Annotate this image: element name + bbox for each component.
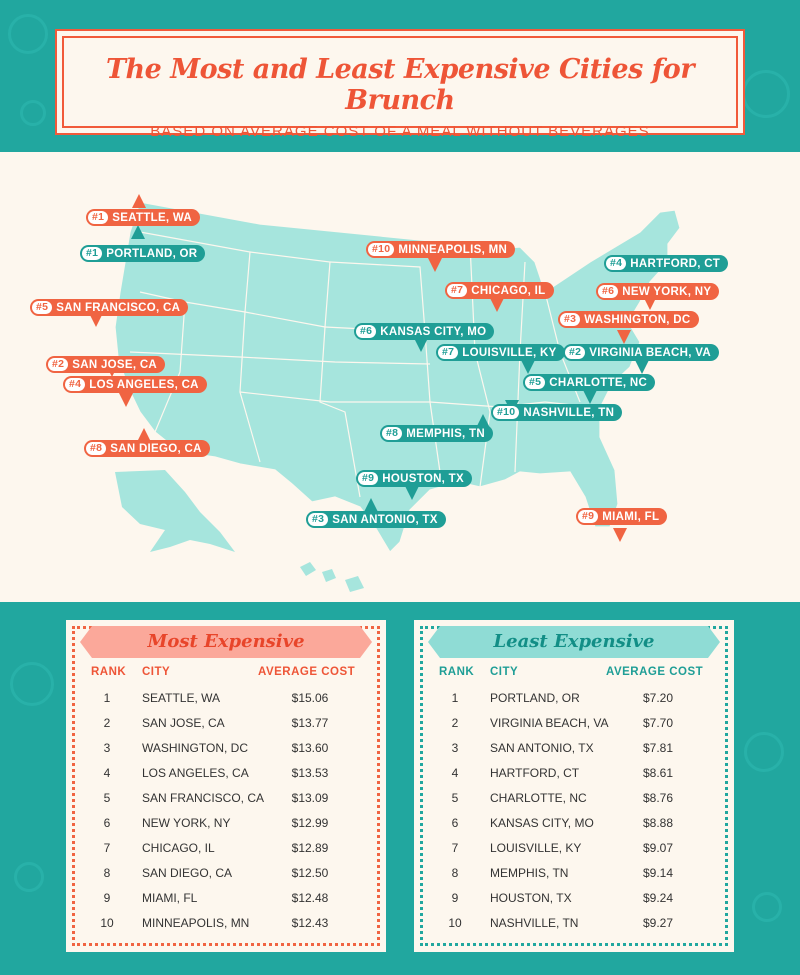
pin-marker bbox=[137, 428, 151, 442]
city-header: CITY bbox=[490, 666, 519, 678]
hawaii-shape bbox=[300, 562, 364, 592]
pin-minneapolis[interactable]: #10 MINNEAPOLIS, MN bbox=[366, 241, 516, 258]
most-expensive-heading: Most Expensive bbox=[80, 626, 372, 658]
pin-marker bbox=[613, 528, 627, 542]
pin-marker bbox=[414, 338, 428, 352]
pin-marker bbox=[476, 414, 490, 428]
pin-los-angeles[interactable]: #4 LOS ANGELES, CA bbox=[63, 376, 207, 393]
table-row: 3 SAN ANTONIO, TX $7.81 bbox=[451, 741, 674, 755]
pin-marker bbox=[364, 498, 378, 512]
pin-san-diego[interactable]: #8 SAN DIEGO, CA bbox=[84, 440, 210, 457]
table-row: 7 LOUISVILLE, KY $9.07 bbox=[451, 841, 674, 855]
pin-louisville[interactable]: #7 LOUISVILLE, KY bbox=[436, 344, 565, 361]
alaska-shape bbox=[115, 470, 235, 552]
rank-header: RANK bbox=[439, 666, 475, 678]
table-row: 2 SAN JOSE, CA $13.77 bbox=[103, 716, 329, 730]
pin-marker bbox=[132, 194, 146, 208]
table-row: 2 VIRGINIA BEACH, VA $7.70 bbox=[451, 716, 674, 730]
doodle-plate-icon bbox=[8, 14, 48, 54]
pin-kansas-city[interactable]: #6 KANSAS CITY, MO bbox=[354, 323, 495, 340]
pin-marker bbox=[131, 225, 145, 239]
table-row: 6 KANSAS CITY, MO $8.88 bbox=[451, 816, 674, 830]
table-row: 5 CHARLOTTE, NC $8.76 bbox=[451, 791, 674, 805]
pin-san-antonio[interactable]: #3 SAN ANTONIO, TX bbox=[306, 511, 446, 528]
page-subtitle: BASED ON AVERAGE COST OF A MEAL WITHOUT … bbox=[150, 123, 650, 140]
doodle-egg-icon bbox=[752, 892, 782, 922]
doodle-plate-icon bbox=[744, 732, 784, 772]
page-title: The Most and Least Expensive Cities for … bbox=[105, 54, 695, 116]
pin-san-francisco[interactable]: #5 SAN FRANCISCO, CA bbox=[30, 299, 189, 316]
pin-miami[interactable]: #9 MIAMI, FL bbox=[576, 508, 668, 525]
pin-marker bbox=[583, 390, 597, 404]
us-map-section: #1 SEATTLE, WA #1 PORTLAND, OR #5 SAN FRANC… bbox=[0, 152, 800, 602]
pin-marker bbox=[428, 258, 442, 272]
pin-san-jose[interactable]: #2 SAN JOSE, CA bbox=[46, 356, 166, 373]
least-expensive-heading: Least Expensive bbox=[428, 626, 720, 658]
table-row: 1 PORTLAND, OR $7.20 bbox=[451, 691, 674, 705]
pin-marker bbox=[635, 360, 649, 374]
pin-portland[interactable]: #1 PORTLAND, OR bbox=[80, 245, 206, 262]
doodle-plate-icon bbox=[10, 662, 54, 706]
pin-marker bbox=[617, 330, 631, 344]
table-row: 5 SAN FRANCISCO, CA $13.09 bbox=[103, 791, 329, 805]
table-rows: 1 PORTLAND, OR $7.20 2 VIRGINIA BEACH, VA $7… bbox=[414, 686, 734, 936]
cost-header: AVERAGE COST bbox=[606, 666, 704, 678]
table-row: 4 HARTFORD, CT $8.61 bbox=[451, 766, 674, 780]
pin-marker bbox=[405, 486, 419, 500]
doodle-plate-icon bbox=[742, 70, 790, 118]
pin-houston[interactable]: #9 HOUSTON, TX bbox=[356, 470, 472, 487]
doodle-egg-icon bbox=[20, 100, 46, 126]
pin-hartford[interactable]: #4 HARTFORD, CT bbox=[604, 255, 729, 272]
pin-chicago[interactable]: #7 CHICAGO, IL bbox=[445, 282, 554, 299]
table-rows: 1 SEATTLE, WA $15.06 2 SAN JOSE, CA $13.77 3… bbox=[66, 686, 386, 936]
pin-new-york[interactable]: #6 NEW YORK, NY bbox=[596, 283, 720, 300]
table-row: 9 MIAMI, FL $12.48 bbox=[103, 891, 329, 905]
table-row: 8 MEMPHIS, TN $9.14 bbox=[451, 866, 674, 880]
table-row: 3 WASHINGTON, DC $13.60 bbox=[103, 741, 329, 755]
pin-seattle[interactable]: #1 SEATTLE, WA bbox=[86, 209, 201, 226]
title-card: The Most and Least Expensive Cities for … bbox=[62, 36, 738, 140]
doodle-egg-icon bbox=[14, 862, 44, 892]
least-expensive-table: Least Expensive RANK CITY AVERAGE COST 1… bbox=[414, 620, 734, 952]
pin-washington[interactable]: #3 WASHINGTON, DC bbox=[558, 311, 699, 328]
pin-memphis[interactable]: #8 MEMPHIS, TN bbox=[380, 425, 493, 442]
pin-marker bbox=[521, 360, 535, 374]
table-row: 1 SEATTLE, WA $15.06 bbox=[103, 691, 329, 705]
table-row: 8 SAN DIEGO, CA $12.50 bbox=[103, 866, 329, 880]
city-header: CITY bbox=[142, 666, 171, 678]
cost-header: AVERAGE COST bbox=[258, 666, 356, 678]
pin-virginia-beach[interactable]: #2 VIRGINIA BEACH, VA bbox=[563, 344, 719, 361]
table-row: 9 HOUSTON, TX $9.24 bbox=[451, 891, 674, 905]
table-row: 7 CHICAGO, IL $12.89 bbox=[103, 841, 329, 855]
pin-marker bbox=[89, 313, 103, 327]
pin-marker bbox=[119, 393, 133, 407]
table-row: 10 MINNEAPOLIS, MN $12.43 bbox=[100, 916, 329, 930]
pin-nashville[interactable]: #10 NASHVILLE, TN bbox=[491, 404, 623, 421]
table-row: 6 NEW YORK, NY $12.99 bbox=[103, 816, 329, 830]
pin-charlotte[interactable]: #5 CHARLOTTE, NC bbox=[523, 374, 656, 391]
table-row: 4 LOS ANGELES, CA $13.53 bbox=[103, 766, 329, 780]
table-row: 10 NASHVILLE, TN $9.27 bbox=[448, 916, 674, 930]
pin-marker bbox=[490, 298, 504, 312]
rank-header: RANK bbox=[91, 666, 127, 678]
